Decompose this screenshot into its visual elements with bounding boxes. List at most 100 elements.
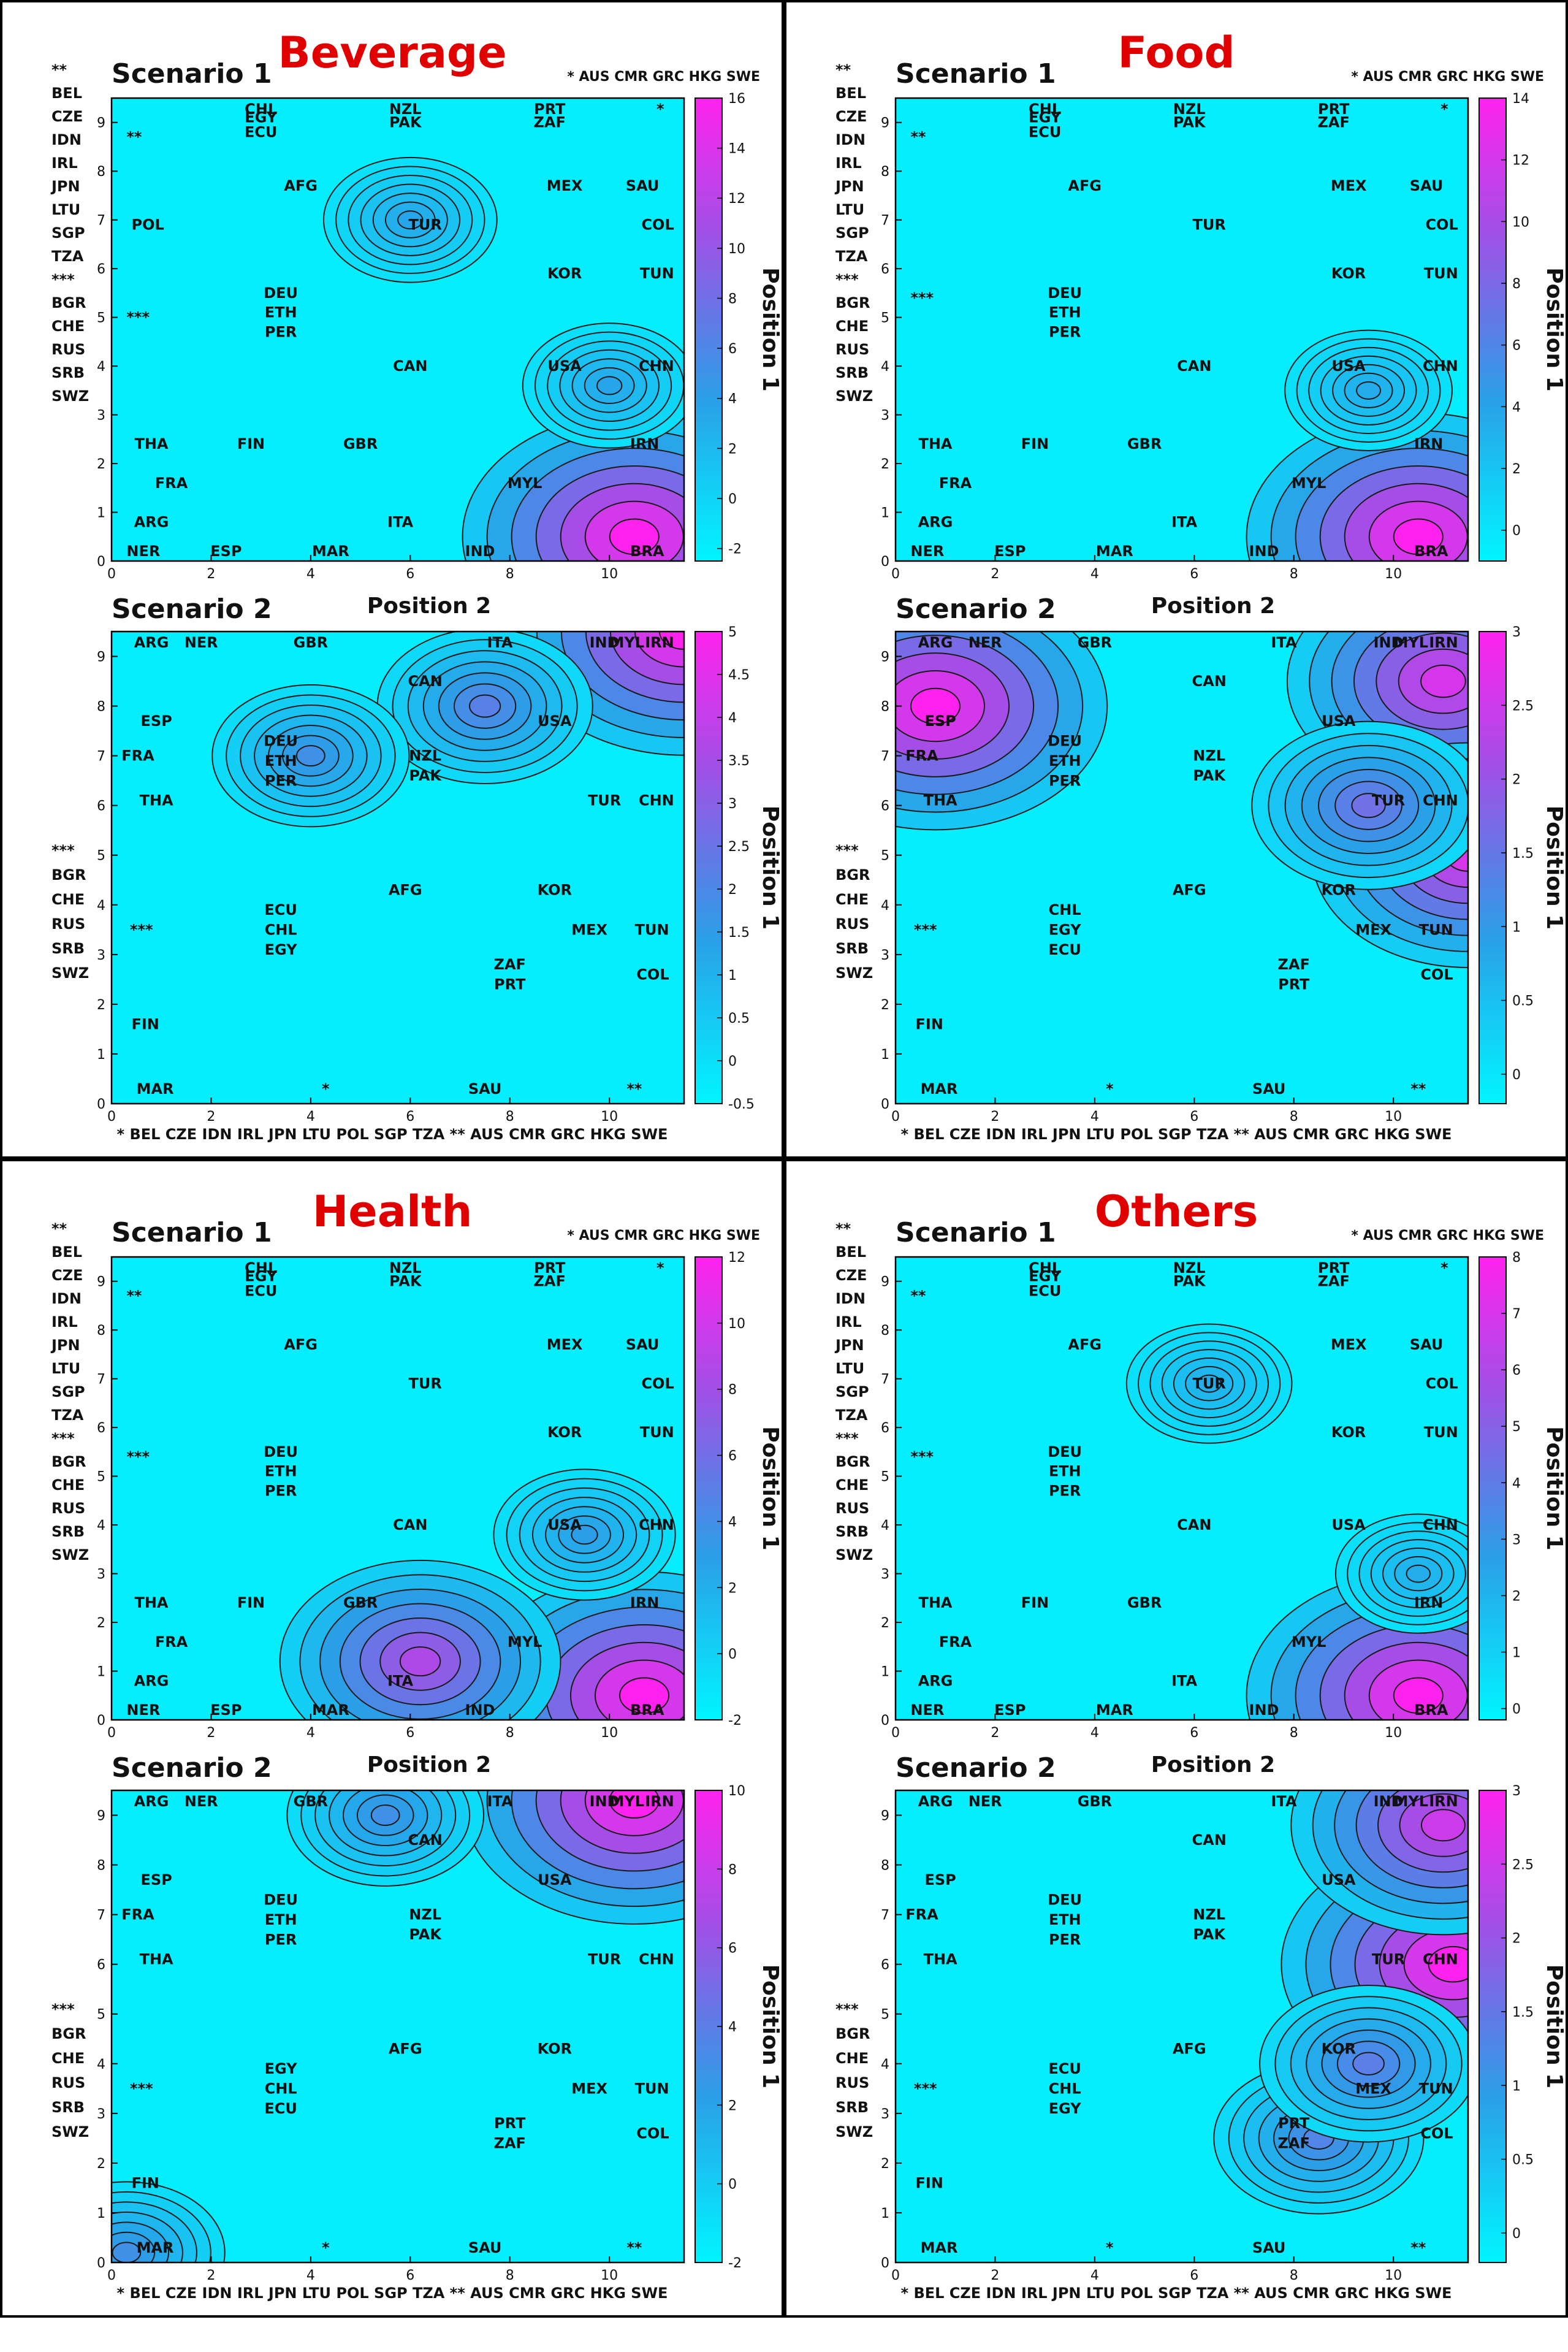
country-label: KOR [1331, 1424, 1366, 1441]
left-legend-s1: ** BEL CZE IDN IRL JPN LTU SGP TZA *** BGR CHE RUS SR… [50, 1220, 89, 1564]
country-label: THA [924, 1951, 957, 1968]
x-tick-label: 10 [1385, 1109, 1402, 1124]
legend-entry: SGP [835, 1383, 869, 1400]
colorbar [1479, 1256, 1507, 1720]
country-label: MYL [1393, 634, 1428, 651]
legend-entry: *** [51, 842, 75, 859]
y-tick-label: 7 [881, 213, 889, 229]
colorbar-tick-label: 14 [1512, 91, 1529, 107]
country-label: DEU [1048, 284, 1082, 302]
colorbar-tick-label: 0 [728, 2177, 737, 2193]
colorbar-tick-label: 1.5 [1512, 846, 1534, 861]
country-label: USA [1331, 1516, 1366, 1533]
colorbar-tick-label: 16 [728, 91, 745, 107]
country-label: CHN [1423, 1516, 1458, 1533]
legend-entry: ** [835, 61, 851, 78]
x-tick-label: 4 [306, 567, 315, 582]
y-tick-label: 3 [881, 2107, 889, 2122]
x-tick-label: 4 [306, 1109, 315, 1124]
colorbar-tick-label: 12 [728, 191, 745, 207]
legend-entry: BEL [51, 85, 82, 102]
country-label: FIN [1021, 435, 1049, 452]
country-label: USA [547, 1516, 582, 1533]
country-label: SAU [468, 1080, 502, 1098]
country-label: SAU [1252, 2239, 1286, 2256]
legend-entry: IDN [51, 131, 82, 148]
y-tick-label: 3 [881, 1567, 889, 1583]
country-label: FIN [915, 1015, 943, 1033]
country-label: AFG [389, 882, 422, 899]
legend-entry: CHE [51, 318, 85, 335]
country-label: CHN [639, 1951, 674, 1968]
country-label: CAN [1192, 673, 1227, 690]
country-label: * [657, 101, 664, 118]
y-tick-label: 2 [881, 2156, 889, 2172]
colorbar-tick-label: 8 [1512, 277, 1521, 292]
country-label: AFG [389, 2041, 422, 2058]
country-label: ESP [924, 712, 956, 730]
y-tick-label: 8 [97, 700, 105, 715]
colorbar-tick-label: 0 [728, 1647, 737, 1662]
country-label: MEX [1331, 177, 1367, 194]
legend-entry: CZE [51, 108, 83, 125]
legend-entry: SWZ [835, 1546, 873, 1564]
y-tick-label: 4 [97, 1518, 105, 1533]
country-label: ITA [1171, 513, 1197, 530]
y-tick-label: 8 [881, 164, 889, 180]
colorbar-tick-label: 1.5 [1512, 2005, 1534, 2020]
country-label: BRA [630, 543, 664, 560]
country-label: CHL [1029, 1259, 1061, 1277]
plot-frame [894, 1256, 1469, 1721]
plot-frame [110, 1256, 685, 1721]
country-label: ** [1410, 1080, 1426, 1098]
legend-entry: SWZ [51, 388, 89, 405]
legend-entry: CHE [835, 318, 869, 335]
legend-entry: RUS [835, 341, 869, 358]
colorbar-tick-label: 2 [1512, 1589, 1521, 1604]
colorbar-tick-label: 6 [728, 342, 737, 357]
y-tick-label: 0 [881, 2256, 889, 2271]
colorbar-tick-label: 1.5 [728, 925, 750, 941]
legend-entry: SWZ [835, 2123, 873, 2140]
legend-entry: IDN [51, 1290, 82, 1307]
contour-level [399, 1646, 441, 1677]
legend-entry: SRB [835, 1523, 869, 1540]
country-label: GBR [294, 634, 328, 651]
y-tick-label: 1 [97, 1047, 105, 1063]
country-label: AFG [1173, 882, 1206, 899]
country-label: ** [126, 129, 142, 146]
plot-frame [894, 630, 1469, 1105]
country-label: KOR [547, 1424, 582, 1441]
y-tick-label: 9 [881, 650, 889, 665]
country-label: MYL [508, 1633, 542, 1651]
country-label: * [322, 1080, 330, 1098]
colorbar-tick-label: 0 [1512, 1067, 1521, 1083]
country-label: KOR [547, 265, 582, 282]
colorbar-tick-label: 4 [728, 1514, 737, 1530]
colorbar-tick-label: -2 [728, 2256, 742, 2271]
country-label: PRT [1278, 976, 1310, 993]
y-tick-label: 7 [97, 749, 105, 765]
country-label: CHN [639, 792, 674, 809]
country-label: GBR [343, 435, 378, 452]
country-label: ESP [210, 1701, 242, 1719]
country-label: FIN [1021, 1594, 1049, 1611]
country-label: NER [126, 543, 160, 560]
country-label: AFG [284, 177, 318, 194]
legend-entry: SGP [835, 224, 869, 242]
country-label: AFG [1173, 2041, 1206, 2058]
country-label: ZAF [534, 1273, 566, 1290]
legend-entry: JPN [50, 178, 80, 195]
country-label: COL [1420, 2125, 1453, 2142]
country-label: SAU [1410, 177, 1444, 194]
country-label: KOR [1322, 2041, 1356, 2058]
legend-entry: SGP [51, 1383, 85, 1400]
legend-entry: RUS [835, 2074, 869, 2091]
legend-entry: TZA [835, 1407, 868, 1424]
colorbar-tick-label: 2 [728, 441, 737, 457]
country-label: ITA [1271, 1793, 1296, 1810]
x-tick-label: 0 [107, 2268, 116, 2283]
country-label: ZAF [1278, 2135, 1310, 2152]
country-label: IND [1374, 634, 1404, 651]
country-label: ESP [210, 543, 242, 560]
